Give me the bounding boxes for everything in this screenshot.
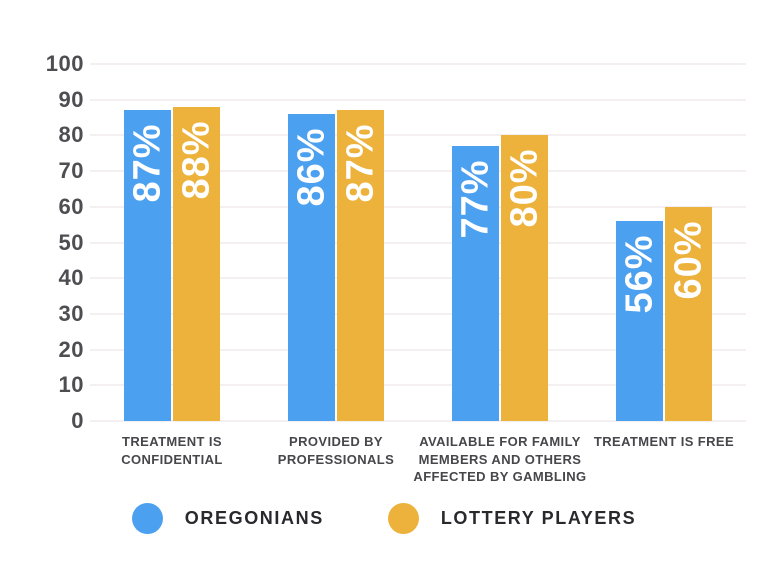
legend-swatch-icon (131, 503, 163, 534)
gridline-80 (90, 134, 746, 137)
bar-value-label: 80% (503, 148, 545, 228)
category-label-4: TREATMENT IS FREE (593, 434, 735, 449)
gridline-30 (90, 312, 746, 315)
bar-oregonians: 86% (288, 114, 335, 421)
y-tick-label-40: 40 (58, 265, 84, 291)
bar-value-label: 77% (454, 159, 496, 239)
legend-item-oregonians: OREGONIANS (131, 503, 324, 534)
bar-value-label: 87% (339, 123, 381, 203)
y-tick-label-0: 0 (71, 408, 84, 433)
y-tick-label-60: 60 (58, 193, 84, 219)
bar-lottery-players: 80% (501, 135, 548, 421)
y-tick-label-80: 80 (58, 122, 84, 148)
bar-oregonians: 77% (452, 146, 499, 421)
category-label-2: PROVIDED BY PROFESSIONALS (277, 434, 395, 467)
y-tick-label-10: 10 (58, 372, 84, 398)
bar-oregonians: 87% (124, 110, 171, 421)
legend: OREGONIANS LOTTERY PLAYERS (0, 503, 768, 534)
bar-oregonians: 56% (616, 221, 663, 421)
bar-value-label: 88% (175, 120, 217, 200)
y-tick-label-100: 100 (45, 51, 84, 76)
gridline-60 (90, 205, 746, 208)
gridline-90 (90, 98, 746, 101)
bar-lottery-players: 87% (337, 110, 384, 421)
bar-value-label: 60% (667, 220, 709, 300)
bar-lottery-players: 60% (665, 207, 712, 421)
category-label-1: TREATMENT IS CONFIDENTIAL (121, 434, 223, 467)
bar-lottery-players: 88% (173, 107, 220, 421)
category-label-3: AVAILABLE FOR FAMILY MEMBERS AND OTHERS … (413, 434, 587, 485)
gridline-0 (90, 420, 746, 422)
gridline-50 (90, 241, 746, 244)
y-tick-label-30: 30 (58, 300, 84, 326)
gridline-70 (90, 170, 746, 173)
y-tick-label-20: 20 (58, 336, 84, 362)
gridline-20 (90, 348, 746, 351)
gridline-40 (90, 277, 746, 280)
legend-swatch-icon (387, 503, 419, 534)
bar-value-label: 86% (290, 127, 332, 207)
legend-item-lottery-players: LOTTERY PLAYERS (387, 503, 637, 534)
y-tick-label-90: 90 (58, 86, 84, 112)
y-tick-label-70: 70 (58, 158, 84, 184)
gridline-100 (90, 63, 746, 65)
legend-label: LOTTERY PLAYERS (440, 508, 637, 528)
legend-label: OREGONIANS (184, 508, 324, 528)
gridline-10 (90, 384, 746, 387)
y-tick-label-50: 50 (58, 229, 84, 255)
bar-value-label: 56% (618, 234, 660, 314)
bar-value-label: 87% (126, 123, 168, 203)
